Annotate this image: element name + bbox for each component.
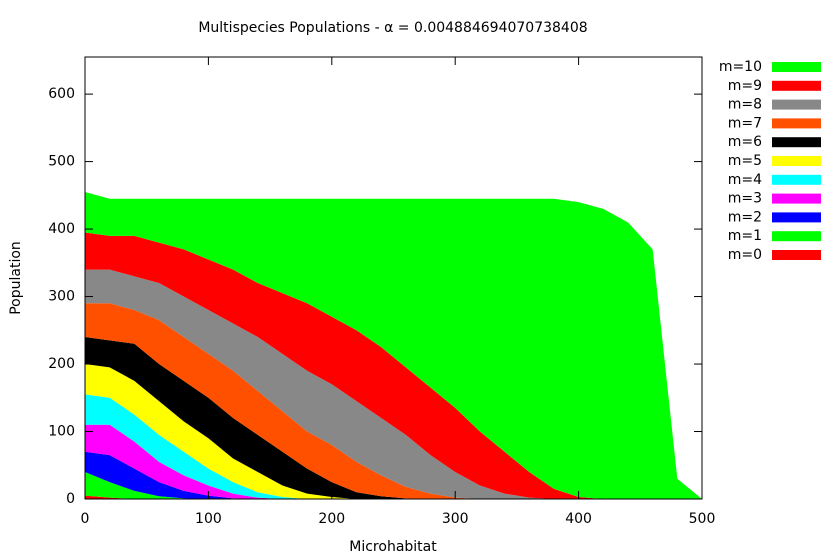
x-tick-label: 0 [81,511,90,527]
area [85,269,702,499]
legend-swatch [772,62,821,72]
legend-label: m=10 [719,59,762,75]
x-axis-label: Microhabitat [349,539,437,555]
legend-swatch [772,137,821,148]
legend-swatch [772,118,821,129]
area [85,337,702,499]
legend-swatch [772,156,821,166]
area [85,472,702,499]
legend-swatch [772,231,821,242]
x-tick-label: 500 [689,511,716,527]
legend-label: m=8 [728,97,762,113]
legend-swatch [772,212,821,223]
legend-label: m=5 [728,153,762,169]
area [85,303,702,499]
legend-swatch [772,174,821,185]
y-tick-label: 500 [48,154,75,170]
legend-label: m=0 [728,247,762,263]
legend-label: m=3 [728,191,762,207]
legend-label: m=4 [728,172,762,188]
y-tick-label: 300 [48,289,75,305]
legend-swatch [772,250,821,260]
legend-label: m=7 [728,115,762,131]
legend-label: m=6 [728,134,762,150]
x-tick-label: 400 [565,511,592,527]
area [85,232,702,499]
area [85,364,702,499]
x-tick-label: 300 [442,511,469,527]
chart-title: Multispecies Populations - α = 0.0048846… [198,20,587,36]
y-tick-label: 100 [48,424,75,440]
legend-label: m=2 [728,209,762,225]
legend-label: m=1 [728,228,762,244]
legend-swatch [772,193,821,204]
plot-frame [84,56,703,500]
y-axis-label: Population [8,241,24,315]
x-tick-label: 100 [195,511,222,527]
x-tick-label: 200 [318,511,345,527]
area [85,191,702,499]
legend-swatch [772,99,821,110]
y-tick-label: 200 [48,356,75,372]
legend-swatch [772,80,821,91]
legend-label: m=9 [728,78,762,94]
y-tick-label: 0 [66,491,75,507]
y-tick-label: 400 [48,221,75,237]
y-tick-label: 600 [48,86,75,102]
